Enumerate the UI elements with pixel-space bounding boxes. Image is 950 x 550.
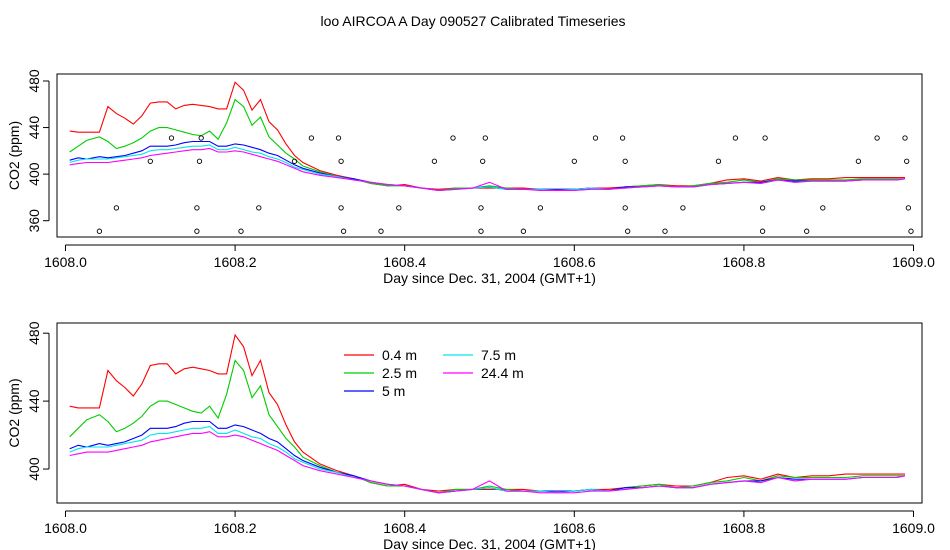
- data-point: [196, 158, 203, 164]
- x-tick-label: 1608.2: [214, 520, 257, 536]
- series-line-24-4-mm: [69, 147, 906, 191]
- y-tick-label: 480: [26, 321, 42, 345]
- data-point: [482, 135, 488, 141]
- y-tick-label: 440: [26, 116, 42, 140]
- data-point: [762, 135, 768, 141]
- data-point: [622, 205, 628, 211]
- figure-title: loo AIRCOA A Day 090527 Calibrated Times…: [320, 13, 625, 29]
- data-point: [147, 158, 153, 164]
- data-point: [874, 135, 880, 141]
- y-tick-label: 440: [26, 389, 42, 413]
- x-tick-label: 1608.0: [44, 520, 87, 536]
- data-point: [905, 205, 912, 211]
- data-point: [625, 228, 631, 234]
- data-point: [732, 135, 739, 141]
- x-tick-label: 1608.2: [214, 254, 257, 270]
- plot-frame: [56, 322, 923, 504]
- legend-label: 24.4 m: [481, 365, 524, 381]
- y-tick-label: 400: [26, 457, 42, 481]
- legend-label: 0.4 m: [382, 347, 417, 363]
- y-axis-label: CO2 (ppm): [6, 378, 22, 447]
- data-point: [715, 158, 722, 164]
- x-tick-label: 1608.8: [722, 520, 765, 536]
- data-point: [759, 228, 766, 234]
- chart-panel-2: 1608.0 1608.2 1608.4 1608.6 1608.8 1609.0 Day …: [6, 321, 935, 550]
- series-line-24-4-mm: [69, 431, 906, 494]
- series-group: [69, 333, 906, 494]
- series-line-2-5-mm: [69, 359, 905, 494]
- data-point: [194, 205, 200, 211]
- y-axis-label: CO2 (ppm): [6, 121, 22, 190]
- data-point: [662, 228, 668, 234]
- x-tick-label: 1608.6: [553, 520, 596, 536]
- x-axis-label: Day since Dec. 31, 2004 (GMT+1): [383, 536, 596, 550]
- data-point: [194, 228, 200, 234]
- data-point: [902, 135, 908, 141]
- series-line-2-5-mm: [69, 98, 905, 191]
- data-point: [291, 158, 298, 164]
- x-axis-label: Day since Dec. 31, 2004 (GMT+1): [383, 270, 596, 286]
- data-point: [908, 228, 914, 234]
- legend-label: 2.5 m: [382, 365, 417, 381]
- data-point: [198, 135, 204, 141]
- data-point: [338, 158, 344, 164]
- series-line-7-5-mm: [69, 426, 906, 494]
- data-point: [396, 205, 402, 211]
- x-tick-label: 1608.0: [44, 254, 87, 270]
- y-tick-label: 400: [26, 162, 42, 186]
- data-point: [308, 135, 315, 141]
- data-point: [335, 135, 342, 141]
- data-point: [680, 205, 686, 211]
- x-tick-label: 1609.0: [892, 520, 935, 536]
- data-point: [820, 205, 826, 211]
- data-point: [478, 205, 484, 211]
- data-point: [537, 205, 544, 211]
- data-point: [520, 228, 527, 234]
- data-point: [855, 158, 862, 164]
- data-point: [96, 228, 103, 234]
- legend-label: 7.5 m: [481, 347, 516, 363]
- y-tick-label: 360: [26, 209, 42, 233]
- data-point: [571, 158, 577, 164]
- x-tick-label: 1608.4: [383, 254, 426, 270]
- x-tick-label: 1609.0: [892, 254, 935, 270]
- data-point: [113, 205, 120, 211]
- legend-label: 5 m: [382, 383, 405, 399]
- data-point: [450, 135, 456, 141]
- data-point: [168, 135, 175, 141]
- x-tick-label: 1608.6: [553, 254, 596, 270]
- data-point: [619, 135, 626, 141]
- chart-panel-1: 1608.0 1608.2 1608.4 1608.6 1608.8 1609.0 Day …: [6, 69, 935, 286]
- data-point: [256, 205, 262, 211]
- series-line-0-4-mm: [69, 81, 905, 190]
- data-point: [904, 158, 910, 164]
- y-tick-label: 480: [26, 69, 42, 93]
- x-tick-label: 1608.4: [383, 520, 426, 536]
- data-point: [238, 228, 244, 234]
- data-point: [622, 158, 628, 164]
- data-point: [340, 228, 347, 234]
- data-point: [431, 158, 438, 164]
- data-point: [759, 205, 766, 211]
- legend: 0.4 m 2.5 m 5 m 7.5 m 24.4 m: [344, 347, 524, 399]
- data-point: [338, 205, 344, 211]
- series-group: [69, 81, 906, 191]
- data-point: [804, 228, 810, 234]
- data-point: [378, 228, 384, 234]
- data-point: [478, 228, 484, 234]
- x-tick-label: 1608.8: [722, 254, 765, 270]
- data-point: [480, 158, 486, 164]
- plot-frame: [56, 73, 923, 238]
- data-point: [592, 135, 599, 141]
